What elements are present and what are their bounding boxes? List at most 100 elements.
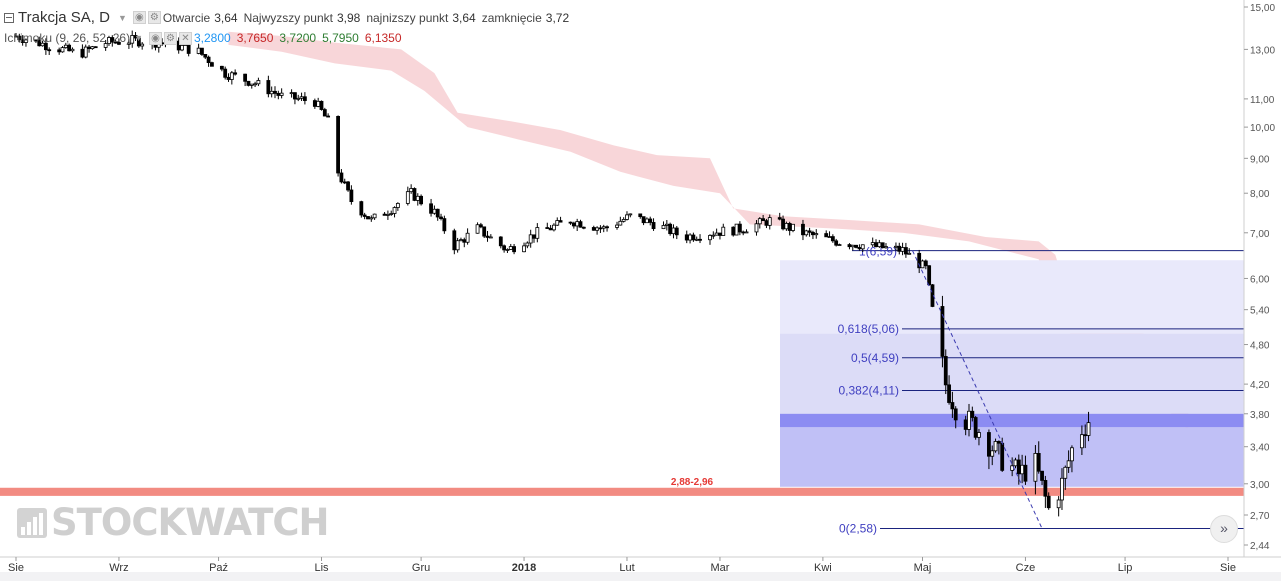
candle-body xyxy=(389,213,394,215)
candle-body xyxy=(455,240,460,251)
fib-level-label: 0,618(5,06) xyxy=(838,322,899,336)
time-tick-label: Sie xyxy=(8,562,24,574)
candle-body xyxy=(70,48,75,52)
candle-body xyxy=(970,410,975,418)
time-axis[interactable]: Sie Wrz Paź Lis Gru 2018 Lut Mar Kwi Maj Cze Lip Sie xyxy=(0,556,1281,581)
price-tick-label: 2,70 xyxy=(1250,511,1270,522)
candle-body xyxy=(1063,466,1068,479)
support-zone[interactable]: 2,88-2,96 xyxy=(0,477,1244,496)
time-tick-label: Gru xyxy=(412,562,430,574)
candle-body xyxy=(223,68,228,78)
trend-line[interactable] xyxy=(912,250,1043,529)
candle-body xyxy=(575,221,580,227)
candle-body xyxy=(741,231,746,234)
settings-icon[interactable]: ⚙ xyxy=(147,11,161,24)
candle-body xyxy=(419,195,424,205)
candle-body xyxy=(996,441,1001,444)
candle-body xyxy=(884,246,888,249)
support-zone-label: 2,88-2,96 xyxy=(671,477,714,488)
chevron-down-icon[interactable]: ▼ xyxy=(117,12,127,23)
candle-body xyxy=(552,224,556,231)
candle-body xyxy=(412,188,417,201)
candle-body xyxy=(269,90,274,95)
candle-body xyxy=(24,39,28,43)
candle-body xyxy=(346,181,350,191)
time-tick-label: Sie xyxy=(1220,562,1236,574)
candle-body xyxy=(598,227,603,230)
candle-body xyxy=(578,221,583,228)
candle-body xyxy=(591,227,596,231)
close-icon[interactable]: ✕ xyxy=(179,31,192,45)
candle-body xyxy=(482,226,487,237)
eye-icon[interactable]: ◉ xyxy=(132,11,146,24)
candle-body xyxy=(718,232,722,236)
candle-body xyxy=(180,45,184,51)
candle-body xyxy=(721,226,726,236)
candle-body xyxy=(787,223,792,231)
candle-body xyxy=(459,239,463,242)
candle-body xyxy=(1056,499,1061,509)
bottom-scroll-strip[interactable] xyxy=(0,572,1281,581)
time-tick-label: Maj xyxy=(914,562,932,574)
candle-body xyxy=(967,410,971,430)
candle-body xyxy=(1000,442,1005,471)
candle-body xyxy=(140,43,145,47)
price-tick-label: 5,40 xyxy=(1250,306,1270,317)
candle-body xyxy=(641,216,646,224)
symbol-title[interactable]: Trakcja SA, D xyxy=(18,9,110,26)
candle-body xyxy=(993,441,998,452)
candle-body xyxy=(1033,453,1038,482)
eye-icon[interactable]: ◉ xyxy=(149,31,162,45)
chevron-down-icon[interactable]: ▼ xyxy=(134,33,143,43)
support-zone-band[interactable] xyxy=(0,487,1244,496)
candle-body xyxy=(256,80,261,85)
collapse-icon[interactable] xyxy=(4,12,14,23)
fib-zone-lower xyxy=(780,427,1244,487)
candle-body xyxy=(322,109,327,117)
candle-body xyxy=(342,181,347,184)
candle-body xyxy=(571,222,576,227)
candle-body xyxy=(432,208,437,214)
candle-body xyxy=(714,232,719,236)
candle-body xyxy=(807,230,812,233)
price-tick-label: 7,00 xyxy=(1250,229,1270,240)
candle-body xyxy=(266,80,271,95)
candle-body xyxy=(638,213,643,218)
candle-body xyxy=(917,252,922,269)
time-tick-label: Wrz xyxy=(109,562,128,574)
candle-body xyxy=(219,65,224,70)
candle-body xyxy=(372,213,377,219)
candle-body xyxy=(1020,464,1025,475)
candle-body xyxy=(475,224,480,234)
candle-body xyxy=(1086,422,1091,436)
settings-icon[interactable]: ⚙ xyxy=(164,31,177,45)
candle-body xyxy=(326,115,331,118)
candle-body xyxy=(744,231,749,234)
fibonacci-retracement[interactable]: 1(6,59) 0,618(5,06) 0,5(4,59) 0,382(4,11) 0(… xyxy=(838,245,1244,536)
candle-body xyxy=(940,306,945,357)
indicator-name[interactable]: Ichimoku (9, 26, 52, 26) xyxy=(4,31,131,45)
candle-body xyxy=(442,218,447,232)
candle-body xyxy=(87,46,91,50)
price-tick-label: 4,80 xyxy=(1250,341,1270,352)
chevron-double-right-icon[interactable]: » xyxy=(1210,515,1238,543)
candle-body xyxy=(781,218,785,230)
candle-body xyxy=(392,207,397,214)
candle-body xyxy=(568,221,573,224)
price-tick-label: 3,00 xyxy=(1250,480,1270,491)
candle-body xyxy=(757,218,762,225)
candle-body xyxy=(711,234,716,237)
candle-body xyxy=(465,232,470,243)
price-axis[interactable]: 15,00 13,00 11,00 10,00 9,00 8,00 7,00 6,00 5,40… xyxy=(1243,0,1275,557)
fib-level-label: 0(2,58) xyxy=(839,521,877,535)
candle-body xyxy=(186,44,191,54)
low-label: najnizszy punkt xyxy=(366,10,449,25)
fib-trend-line[interactable] xyxy=(912,250,1043,529)
candle-body xyxy=(834,240,839,246)
fib-level-label: 1(6,59) xyxy=(859,245,897,259)
candle-body xyxy=(478,224,483,228)
candle-body xyxy=(508,246,513,250)
candle-body xyxy=(694,238,699,241)
candle-body xyxy=(1046,495,1051,509)
